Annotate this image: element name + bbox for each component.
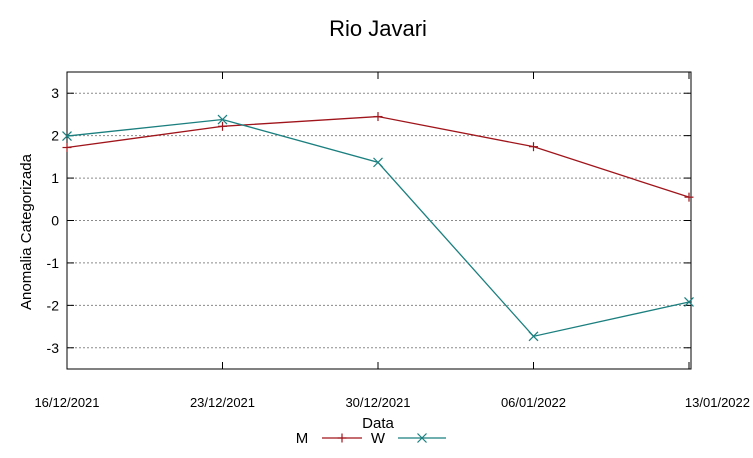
x-tick-label: 13/01/2022 xyxy=(685,395,750,410)
legend-label: M xyxy=(296,430,309,447)
x-tick-label: 06/01/2022 xyxy=(501,395,566,410)
legend-entry-m: M xyxy=(296,430,362,447)
data-point xyxy=(217,114,228,125)
y-tick-label: -2 xyxy=(47,297,60,313)
series-line xyxy=(66,115,690,198)
y-tick-label: -3 xyxy=(47,340,60,356)
series-marker-x-b xyxy=(373,157,383,168)
series-marker-x-b xyxy=(217,114,228,125)
data-point xyxy=(684,192,694,202)
x-tick-label: 23/12/2021 xyxy=(190,395,255,410)
series-marker-x-b xyxy=(62,131,72,141)
data-point xyxy=(62,143,72,153)
series-marker-x-b xyxy=(528,331,539,342)
data-point xyxy=(218,121,227,131)
x-tick-label: 30/12/2021 xyxy=(345,395,410,410)
y-tick-label: 1 xyxy=(51,170,59,186)
gridlines xyxy=(67,92,691,349)
data-point xyxy=(62,131,72,141)
x-axis-label: Data xyxy=(362,415,394,432)
series-group xyxy=(62,112,694,342)
chart-title: Rio Javari xyxy=(329,16,427,41)
series-marker-x-b xyxy=(417,433,427,443)
y-axis-label: Anomalia Categorizada xyxy=(18,153,35,310)
y-tick-label: 2 xyxy=(51,128,59,144)
data-point xyxy=(373,157,383,168)
data-point xyxy=(529,142,538,152)
data-point xyxy=(373,112,383,122)
x-axis-ticks: 16/12/2021 23/12/2021 30/12/2021 06/01/2022… xyxy=(34,72,750,410)
legend-entry-w: W xyxy=(371,430,446,447)
legend-label: W xyxy=(371,430,386,447)
series-marker-x-b xyxy=(684,297,694,307)
data-point xyxy=(684,297,694,307)
y-tick-label: 3 xyxy=(51,85,59,101)
series-line xyxy=(66,118,690,338)
series-m xyxy=(62,112,694,202)
y-tick-label: 0 xyxy=(51,213,59,229)
x-tick-label: 16/12/2021 xyxy=(34,395,99,410)
data-point xyxy=(528,331,539,342)
series-w xyxy=(62,114,694,342)
y-tick-label: -1 xyxy=(47,255,60,271)
